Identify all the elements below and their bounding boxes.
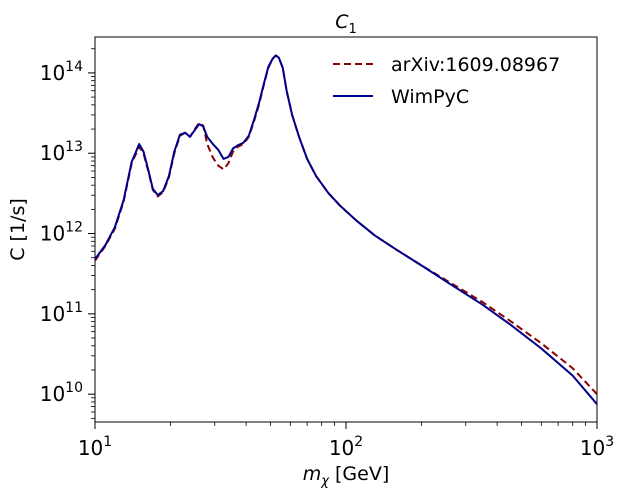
x-tick-label-base: 10: [329, 436, 354, 460]
y-tick-label-base: 10: [40, 222, 65, 246]
x-tick-label-base: 10: [580, 436, 605, 460]
chart-title: C1: [335, 11, 357, 37]
y-axis-label: C [1/s]: [7, 198, 29, 261]
legend: arXiv:1609.08967 WimPyC: [333, 54, 560, 108]
series-lines: [94, 54, 598, 405]
x-axis-label-unit: [GeV]: [329, 463, 389, 485]
x-tick-label-base: 10: [78, 436, 103, 460]
x-tick-label-exp: 3: [605, 434, 614, 450]
y-tick-label-exp: 10: [65, 380, 83, 396]
x-axis-label-symbol: m: [303, 463, 322, 485]
series-line-arxiv: [94, 54, 598, 395]
y-tick-label: 1011: [40, 300, 83, 326]
plot-frame: [94, 36, 598, 423]
x-tick-label: 101: [78, 434, 112, 460]
legend-label: WimPyC: [391, 86, 469, 108]
y-tick-label-exp: 14: [65, 59, 83, 75]
x-tick-label: 103: [580, 434, 614, 460]
series-line-wimpyc: [94, 54, 598, 405]
y-tick-label: 1013: [40, 139, 83, 165]
y-tick-label-exp: 13: [65, 139, 83, 155]
y-tick-label-exp: 12: [65, 220, 83, 236]
y-tick-label-base: 10: [40, 382, 65, 406]
y-tick-label: 1014: [40, 59, 83, 85]
y-tick-label-base: 10: [40, 302, 65, 326]
y-tick-label: 1010: [40, 380, 83, 406]
x-tick-label: 102: [329, 434, 363, 460]
y-tick-label-exp: 11: [65, 300, 83, 316]
y-tick-label-base: 10: [40, 141, 65, 165]
x-tick-label-exp: 1: [103, 434, 112, 450]
chart-title-sub: 1: [349, 22, 357, 37]
x-axis-label: mχ [GeV]: [303, 463, 390, 489]
x-axis-label-sub: χ: [320, 474, 330, 489]
x-tick-label-exp: 2: [354, 434, 363, 450]
y-tick-label-base: 10: [40, 61, 65, 85]
chart-title-base: C: [335, 11, 349, 33]
y-tick-label: 1012: [40, 220, 83, 246]
legend-label: arXiv:1609.08967: [391, 54, 560, 76]
